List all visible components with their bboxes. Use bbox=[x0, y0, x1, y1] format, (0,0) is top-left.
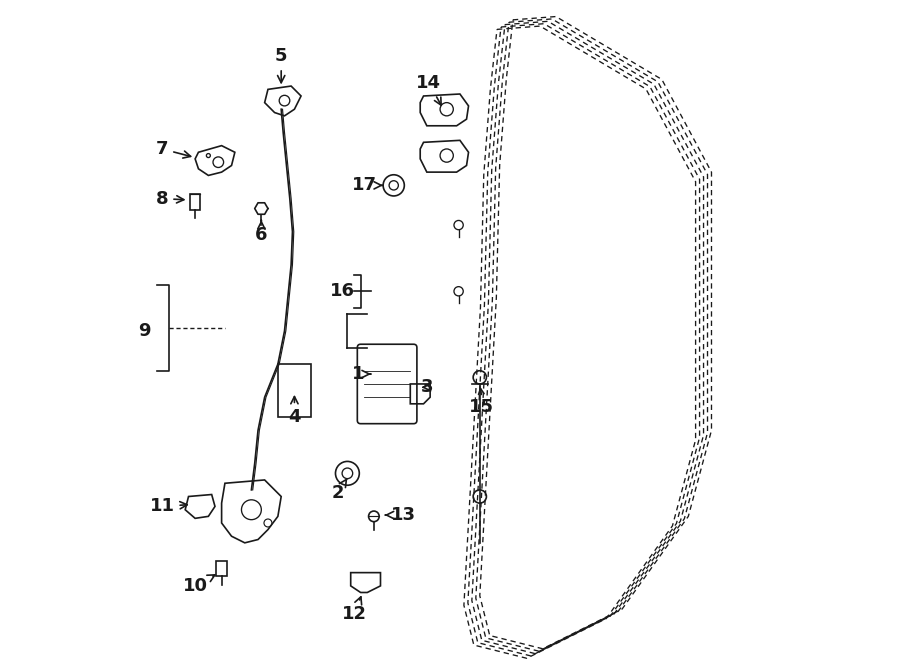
Text: 14: 14 bbox=[417, 73, 441, 105]
Bar bbox=[191, 194, 200, 210]
Text: 17: 17 bbox=[351, 176, 382, 195]
Text: 2: 2 bbox=[331, 479, 346, 502]
Text: 10: 10 bbox=[183, 575, 215, 595]
Text: 5: 5 bbox=[274, 47, 287, 83]
Bar bbox=[278, 364, 311, 417]
Text: 6: 6 bbox=[255, 220, 267, 244]
Text: 4: 4 bbox=[288, 397, 301, 426]
Text: 7: 7 bbox=[156, 140, 191, 158]
Bar bbox=[216, 561, 227, 576]
Text: 9: 9 bbox=[138, 322, 150, 340]
Text: 11: 11 bbox=[149, 497, 187, 516]
Text: 15: 15 bbox=[469, 398, 494, 416]
Text: 13: 13 bbox=[385, 506, 416, 524]
Text: 1: 1 bbox=[353, 365, 371, 383]
Text: 8: 8 bbox=[156, 189, 184, 208]
Text: 12: 12 bbox=[341, 597, 366, 624]
Text: 16: 16 bbox=[330, 282, 356, 301]
Text: 3: 3 bbox=[420, 378, 433, 397]
